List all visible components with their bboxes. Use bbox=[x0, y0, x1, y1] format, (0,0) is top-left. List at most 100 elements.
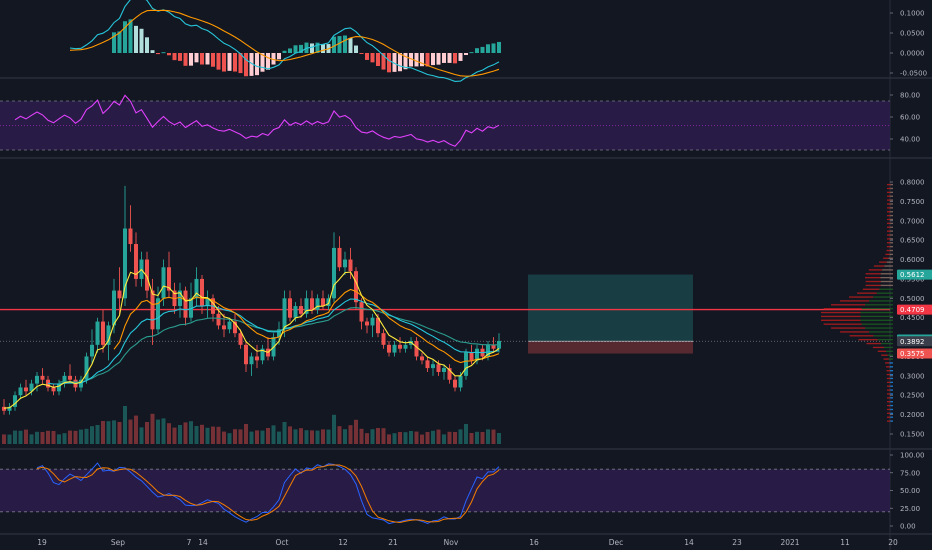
candle bbox=[13, 391, 17, 411]
volume-bar bbox=[442, 434, 446, 444]
profile-bar-buy bbox=[890, 416, 893, 418]
volume-profile bbox=[821, 183, 893, 422]
volume-bar bbox=[409, 431, 413, 444]
macd-histogram-bar bbox=[486, 44, 490, 53]
candle-body bbox=[260, 348, 265, 361]
candle bbox=[244, 340, 248, 372]
stoch-d-line bbox=[36, 464, 500, 524]
rsi-line bbox=[14, 94, 500, 147]
candle bbox=[343, 251, 347, 276]
candle-body bbox=[167, 267, 171, 291]
moving-average-lines bbox=[3, 268, 500, 409]
volume-bar bbox=[46, 430, 50, 444]
macd-histogram-bar bbox=[139, 28, 144, 53]
volume-bar bbox=[79, 429, 83, 444]
macd-histogram-bar bbox=[222, 53, 226, 72]
candle bbox=[183, 286, 188, 326]
volume-bar bbox=[359, 428, 364, 444]
profile-bar-sell bbox=[873, 265, 885, 267]
volume-bar bbox=[106, 421, 111, 444]
candle-body bbox=[348, 259, 353, 272]
profile-bar-buy bbox=[890, 187, 893, 190]
macd-histogram-bar bbox=[117, 31, 122, 53]
macd-histogram-bar bbox=[277, 53, 281, 60]
profile-bar-buy bbox=[890, 393, 893, 395]
macd-histogram-bar bbox=[442, 53, 446, 63]
profile-bar-sell bbox=[885, 366, 890, 368]
profile-bar-buy bbox=[879, 288, 893, 290]
macd-histogram-bar bbox=[172, 53, 177, 61]
profile-bar-sell bbox=[886, 404, 891, 407]
stoch-tick-label: 50.00 bbox=[900, 487, 920, 495]
price-badge-label: 0.3575 bbox=[900, 350, 925, 358]
candle bbox=[249, 352, 254, 376]
macd-histogram-bar bbox=[387, 53, 391, 73]
candle bbox=[315, 294, 320, 314]
candle-body bbox=[18, 387, 23, 396]
candle-body bbox=[40, 375, 45, 380]
volume-bar bbox=[90, 426, 94, 444]
candle-body bbox=[425, 360, 430, 369]
candlestick-series[interactable] bbox=[2, 185, 501, 415]
candle bbox=[95, 317, 100, 353]
macd-histogram-bar bbox=[332, 36, 336, 53]
candle bbox=[337, 236, 342, 272]
time-axis[interactable]: 19 Sep 7 14 Oct 12 21 Nov 16 Dec 14 23 2021 11 20 bbox=[37, 538, 898, 547]
date-tick-label: Nov bbox=[444, 538, 459, 547]
volume-bar bbox=[420, 434, 424, 444]
profile-bar-sell bbox=[886, 370, 891, 372]
candle bbox=[381, 329, 386, 349]
candle-body bbox=[2, 406, 6, 411]
profile-bar-sell bbox=[886, 230, 891, 232]
volume-bar bbox=[354, 419, 358, 444]
profile-bar-buy bbox=[887, 354, 893, 356]
take-profit-zone bbox=[528, 274, 693, 342]
candle-body bbox=[376, 317, 380, 334]
profile-bar-sell bbox=[887, 214, 891, 217]
candle-body bbox=[194, 278, 199, 299]
profile-bar-buy bbox=[890, 373, 893, 376]
profile-bar-buy bbox=[890, 397, 893, 399]
profile-bar-buy bbox=[890, 420, 893, 422]
candle bbox=[260, 344, 265, 365]
price-axis[interactable]: 0.80000.75000.70000.65000.60000.55000.50… bbox=[890, 10, 932, 531]
profile-bar-buy bbox=[886, 350, 893, 352]
profile-bar-buy bbox=[880, 276, 893, 279]
price-tick-label: 0.7000 bbox=[900, 217, 925, 225]
stoch-band bbox=[0, 469, 890, 512]
volume-bar bbox=[315, 430, 320, 444]
volume-bar bbox=[2, 434, 6, 444]
volume-bar bbox=[205, 427, 210, 444]
candle-body bbox=[62, 375, 67, 384]
candle bbox=[475, 344, 479, 365]
candle-body bbox=[249, 356, 254, 365]
long-position-tool[interactable] bbox=[0, 274, 890, 354]
profile-bar-sell bbox=[886, 242, 891, 244]
macd-histogram-bar bbox=[359, 53, 364, 54]
volume-bar bbox=[51, 431, 56, 444]
volume-bar bbox=[13, 430, 17, 444]
macd-pane bbox=[69, 0, 501, 82]
candle-body bbox=[491, 344, 496, 349]
macd-histogram-bar bbox=[321, 43, 325, 53]
volume-bar bbox=[458, 429, 463, 444]
date-tick-label: 16 bbox=[529, 538, 539, 547]
candle bbox=[288, 290, 292, 322]
profile-bar-sell bbox=[858, 339, 878, 341]
profile-bar-sell bbox=[887, 420, 891, 422]
volume-bar bbox=[216, 426, 221, 444]
date-tick-label: 12 bbox=[338, 538, 348, 547]
volume-bar bbox=[40, 432, 45, 444]
volume-bar bbox=[161, 418, 166, 444]
profile-bar-sell bbox=[887, 199, 891, 201]
candle-body bbox=[183, 290, 188, 318]
volume-bar bbox=[172, 427, 177, 444]
profile-bar-sell bbox=[883, 358, 889, 360]
volume-bar bbox=[293, 429, 298, 444]
profile-bar-buy bbox=[890, 218, 893, 221]
rsi-tick-label: 80.00 bbox=[900, 92, 920, 100]
macd-histogram-bar bbox=[491, 43, 496, 53]
